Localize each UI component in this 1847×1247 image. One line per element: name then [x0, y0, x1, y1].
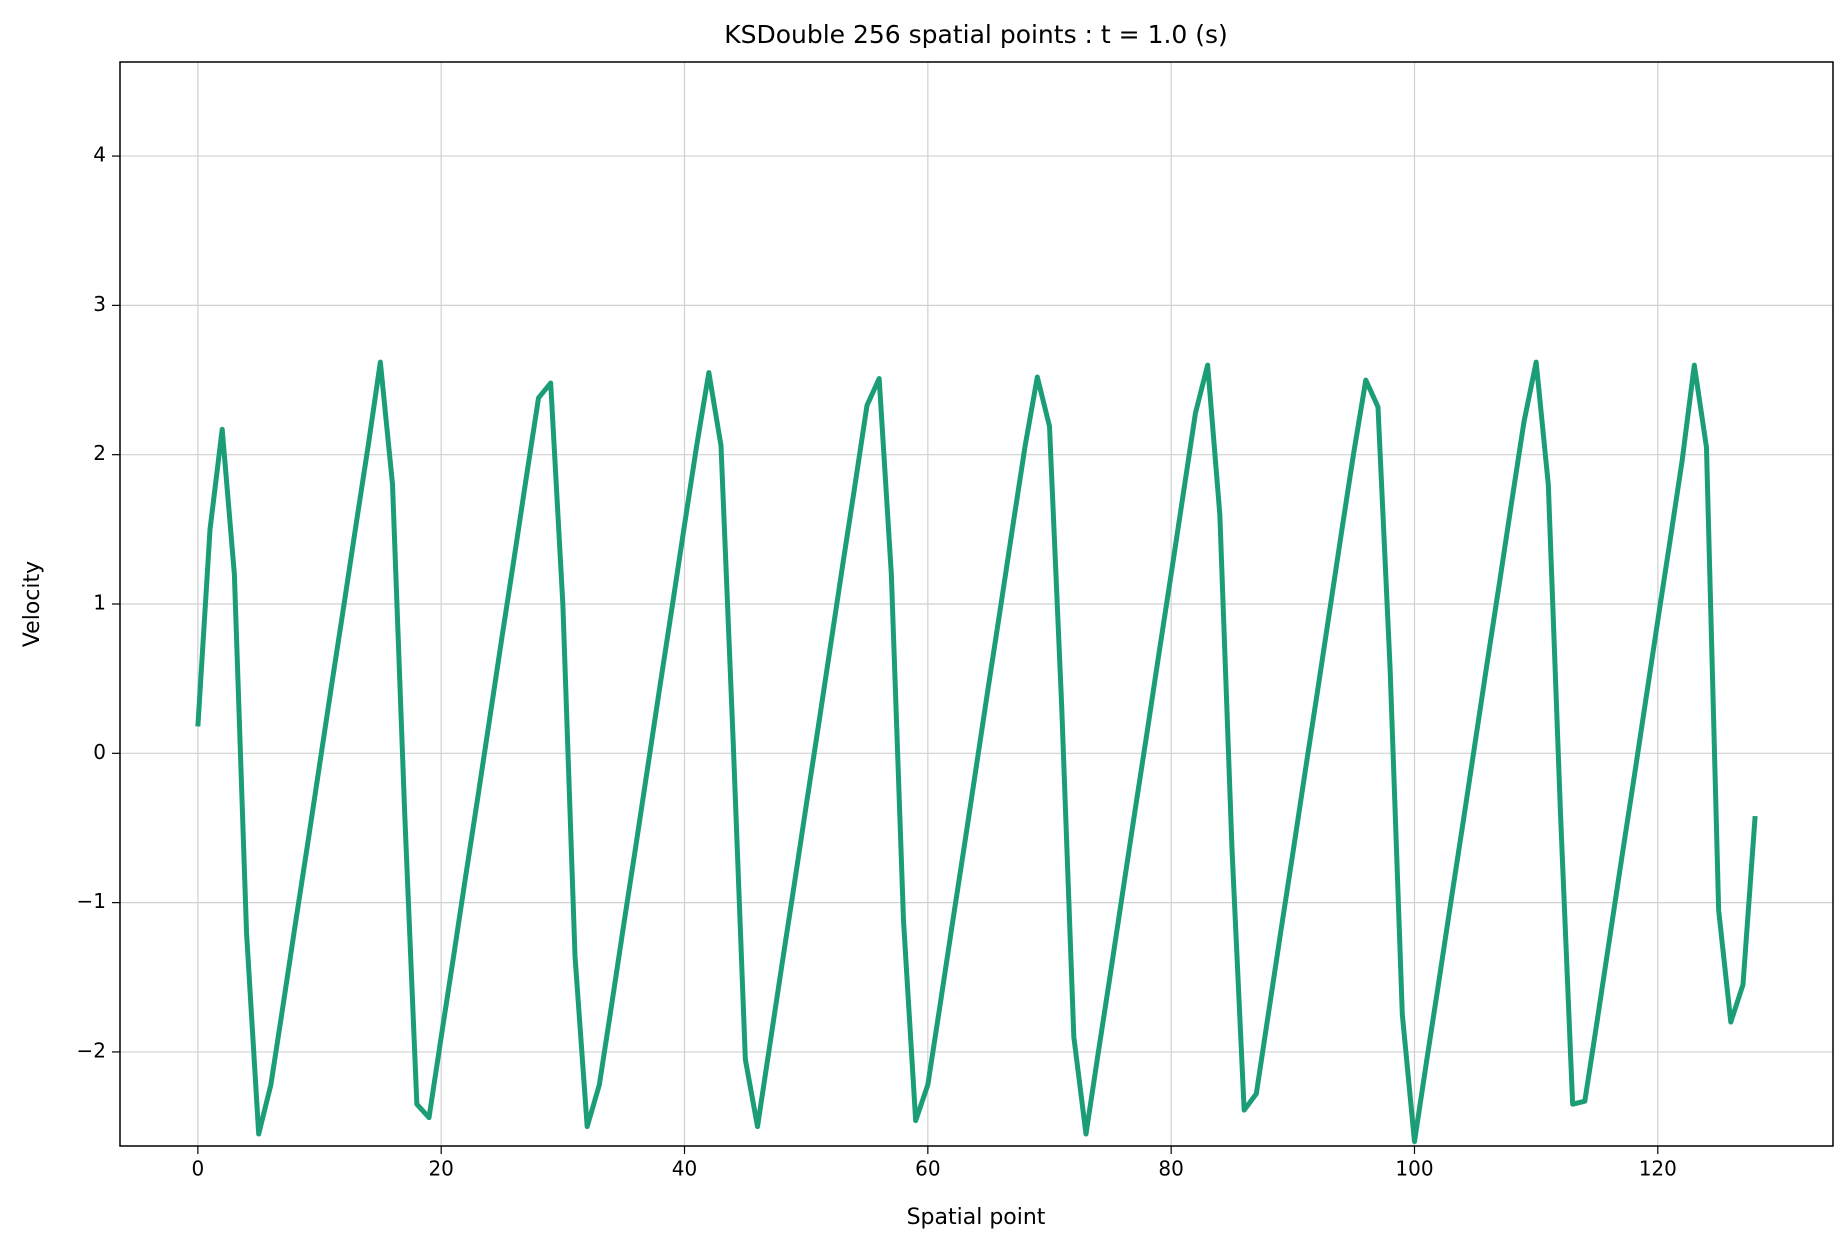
chart-title: KSDouble 256 spatial points : t = 1.0 (s…	[724, 20, 1228, 49]
y-tick-label: 4	[93, 143, 106, 167]
data-line	[195, 359, 1758, 1145]
y-tick-label: 3	[93, 292, 106, 316]
x-tick-label: 20	[428, 1157, 453, 1181]
x-tick-label: 60	[915, 1157, 940, 1181]
x-tick-label: 120	[1639, 1157, 1677, 1181]
y-tick-label: 1	[93, 591, 106, 615]
x-tick-label: 80	[1158, 1157, 1183, 1181]
x-axis-label: Spatial point	[907, 1205, 1046, 1230]
x-tick-label: 40	[672, 1157, 697, 1181]
y-tick-label: −2	[77, 1038, 106, 1062]
x-tick-label: 100	[1395, 1157, 1433, 1181]
x-tick-label: 0	[191, 1157, 204, 1181]
plot-frame	[119, 61, 1834, 1147]
y-tick-label: 0	[93, 740, 106, 764]
y-axis-label: Velocity	[20, 561, 45, 647]
y-tick-label: 2	[93, 441, 106, 465]
y-tick-label: −1	[77, 889, 106, 913]
